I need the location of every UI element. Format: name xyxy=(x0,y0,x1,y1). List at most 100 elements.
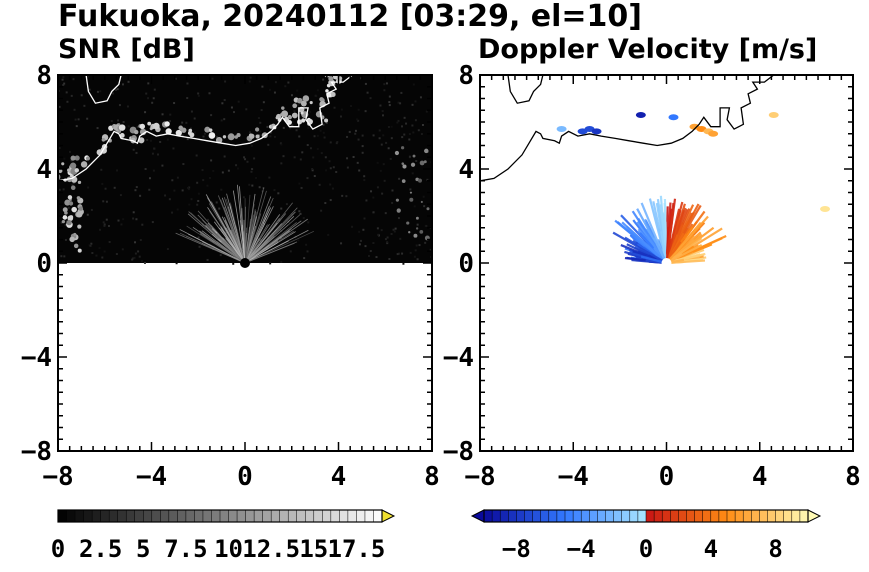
snr-speckle xyxy=(74,210,77,213)
colorbar-cell xyxy=(548,509,558,523)
snr-speckle xyxy=(332,166,335,169)
snr-speckle xyxy=(236,167,239,170)
snr-speckle xyxy=(269,262,272,265)
snr-speckle xyxy=(181,134,184,137)
snr-clutter xyxy=(249,133,255,139)
y-tick-label: 4 xyxy=(458,155,474,185)
snr-clutter xyxy=(330,91,336,97)
snr-speckle xyxy=(116,169,119,172)
snr-speckle xyxy=(182,163,185,166)
snr-speckle xyxy=(422,195,425,198)
colorbar-frame xyxy=(483,509,809,523)
snr-speckle xyxy=(126,105,129,108)
snr-speckle xyxy=(399,237,402,240)
snr-speckle xyxy=(107,224,110,227)
snr-speckle xyxy=(327,233,330,236)
snr-ray xyxy=(205,224,246,264)
snr-speckle xyxy=(98,247,101,250)
snr-speckle xyxy=(95,254,98,257)
snr-speckle xyxy=(127,80,130,83)
snr-speckle xyxy=(401,136,404,139)
snr-speckle xyxy=(359,239,362,242)
snr-speckle xyxy=(386,236,389,239)
snr-speckle xyxy=(253,157,256,160)
colorbar-cell xyxy=(151,509,161,523)
colorbar-cell xyxy=(330,509,340,523)
snr-speckle xyxy=(387,147,390,150)
snr-speckle xyxy=(378,129,381,132)
snr-speckle xyxy=(366,91,369,94)
snr-speckle xyxy=(72,78,75,81)
colorbar-cell xyxy=(160,509,170,523)
snr-speckle xyxy=(197,199,200,202)
snr-axes: −8 −4 0 4 8 −8 −4 0 4 8 xyxy=(21,61,440,492)
snr-speckle xyxy=(159,140,162,143)
snr-ray xyxy=(239,186,246,264)
snr-speckle xyxy=(157,153,160,156)
snr-clutter xyxy=(287,115,293,120)
snr-clutter xyxy=(101,138,106,142)
snr-clutter xyxy=(302,95,310,102)
snr-speckle xyxy=(175,262,178,265)
y-tick-label: 8 xyxy=(458,61,474,91)
snr-clutter xyxy=(350,69,355,74)
snr-speckle xyxy=(144,111,147,114)
snr-clutter xyxy=(402,164,407,169)
snr-speckle xyxy=(146,139,149,142)
snr-speckle xyxy=(401,252,404,255)
snr-speckle xyxy=(400,91,403,94)
snr-clutter xyxy=(415,227,419,230)
snr-speckle xyxy=(87,186,90,189)
snr-ray xyxy=(175,232,246,264)
snr-speckle xyxy=(103,223,106,226)
snr-speckle xyxy=(363,217,366,220)
snr-speckle xyxy=(429,248,432,251)
snr-speckle xyxy=(392,228,395,231)
snr-speckle xyxy=(58,105,61,108)
snr-speckle xyxy=(372,211,375,214)
snr-clutter xyxy=(73,232,77,236)
snr-speckle xyxy=(103,250,106,253)
colorbar-cell xyxy=(74,509,85,523)
snr-speckle xyxy=(187,188,190,191)
snr-speckle xyxy=(62,76,65,79)
snr-clutter xyxy=(395,198,399,202)
snr-speckle xyxy=(135,218,138,221)
snr-speckle xyxy=(280,260,283,263)
snr-speckle xyxy=(171,211,174,214)
snr-speckle xyxy=(306,144,309,147)
snr-speckle xyxy=(104,187,107,190)
colorbar-cell xyxy=(236,509,247,523)
snr-speckle xyxy=(269,131,272,134)
snr-speckle xyxy=(418,244,421,247)
snr-speckle xyxy=(135,143,138,146)
snr-speckle xyxy=(311,169,314,172)
snr-speckle xyxy=(364,245,367,248)
colorbar-cell xyxy=(653,509,663,523)
doppler-ray xyxy=(636,221,668,264)
colorbar-cell xyxy=(83,509,93,523)
snr-speckle xyxy=(232,262,235,265)
snr-clutter xyxy=(77,224,82,229)
coastline-north xyxy=(507,75,544,104)
snr-speckle xyxy=(260,109,263,112)
colorbar-cell xyxy=(356,509,366,523)
snr-speckle xyxy=(208,176,211,179)
snr-speckle xyxy=(245,108,248,111)
snr-speckle xyxy=(378,137,381,140)
colorbar-cell xyxy=(670,509,679,523)
snr-speckle xyxy=(277,192,280,195)
doppler-echo xyxy=(556,126,567,133)
snr-speckle xyxy=(316,147,319,150)
snr-speckle xyxy=(401,125,404,128)
snr-clutter xyxy=(408,231,411,234)
snr-speckle xyxy=(122,120,125,123)
colorbar-cell xyxy=(108,509,119,523)
snr-speckle xyxy=(336,140,339,143)
colorbar-cell xyxy=(742,509,752,523)
colorbar-cell xyxy=(613,509,623,523)
snr-speckle xyxy=(145,92,148,95)
colorbar-tick-label: 4 xyxy=(704,535,718,563)
snr-speckle xyxy=(210,159,213,162)
snr-speckle xyxy=(402,262,405,265)
